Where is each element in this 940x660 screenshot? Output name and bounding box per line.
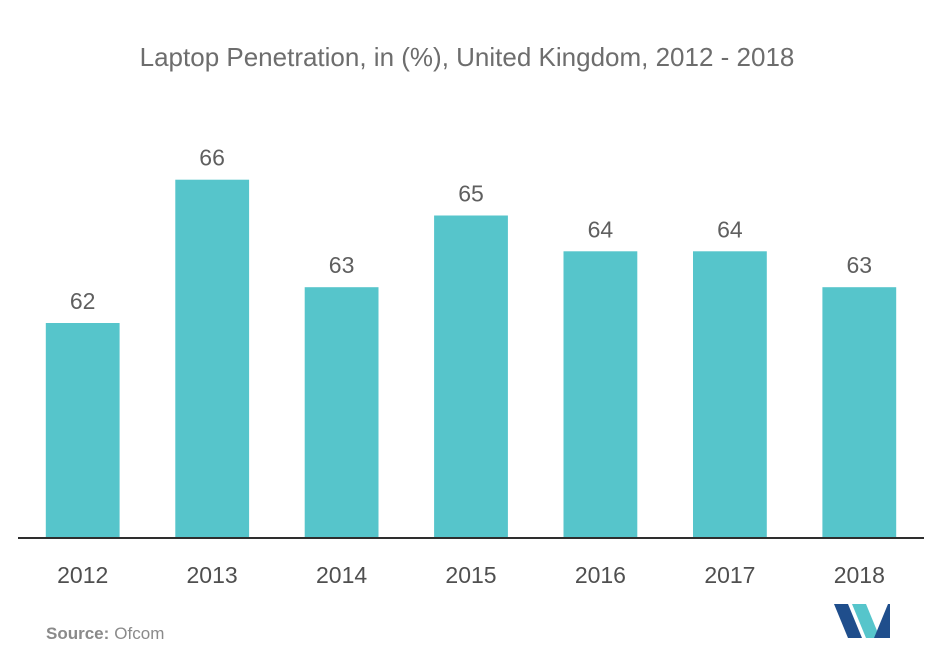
bar-2017 bbox=[693, 251, 767, 539]
logo-mark-left bbox=[834, 604, 862, 638]
tick-label-2014: 2014 bbox=[316, 562, 367, 588]
value-label-2012: 62 bbox=[70, 288, 96, 314]
tick-label-2016: 2016 bbox=[575, 562, 626, 588]
bar-2012 bbox=[45, 323, 120, 538]
tick-label-2012: 2012 bbox=[57, 562, 108, 588]
logo-mark-center bbox=[852, 604, 880, 638]
tick-label-2017: 2017 bbox=[704, 562, 755, 588]
source-value: Ofcom bbox=[114, 624, 164, 643]
chart-title: Laptop Penetration, in (%), United Kingd… bbox=[140, 42, 795, 72]
mordor-intelligence-logo-icon bbox=[834, 604, 890, 638]
value-labels-group: 62 66 63 65 64 64 63 bbox=[70, 145, 872, 314]
bar-2016 bbox=[563, 251, 638, 539]
tick-label-2015: 2015 bbox=[445, 562, 496, 588]
value-label-2016: 64 bbox=[588, 216, 614, 242]
source-label: Source: bbox=[46, 624, 109, 643]
value-label-2018: 63 bbox=[847, 252, 873, 278]
bar-2013 bbox=[175, 179, 250, 538]
logo-mark-right bbox=[874, 604, 890, 638]
source-note: Source: Ofcom bbox=[46, 624, 164, 643]
bar-2018 bbox=[822, 287, 897, 538]
value-label-2015: 65 bbox=[458, 181, 484, 207]
value-label-2017: 64 bbox=[717, 216, 743, 242]
x-axis-tick-labels: 2012 2013 2014 2015 2016 2017 2018 bbox=[57, 562, 885, 588]
value-label-2014: 63 bbox=[329, 252, 355, 278]
bars-group bbox=[45, 179, 897, 539]
bar-2015 bbox=[434, 215, 508, 538]
bar-2014 bbox=[304, 287, 379, 538]
value-label-2013: 66 bbox=[199, 145, 225, 171]
tick-label-2018: 2018 bbox=[834, 562, 885, 588]
tick-label-2013: 2013 bbox=[187, 562, 238, 588]
